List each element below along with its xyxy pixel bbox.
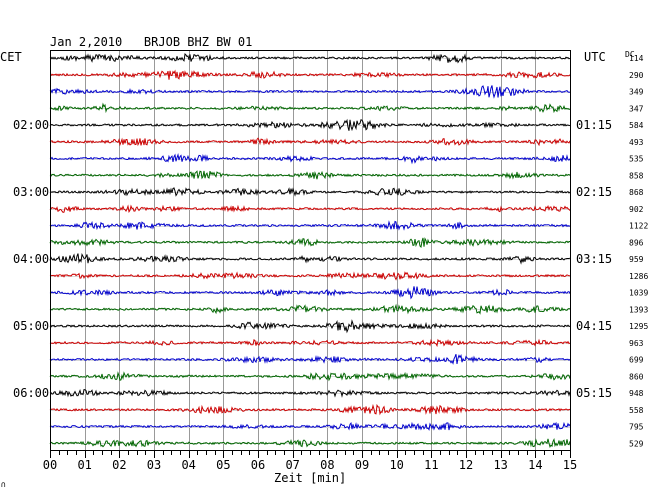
seismic-trace: [49, 252, 571, 265]
seismic-trace: [49, 153, 571, 165]
dc-offset-value: 1286: [629, 272, 648, 281]
cet-hour-label: 06:00: [13, 386, 49, 400]
x-tick-label: 08: [320, 458, 334, 472]
utc-time-label: 03:15: [576, 252, 612, 266]
x-tick-label: 12: [459, 458, 473, 472]
dc-offset-value: 347: [629, 104, 644, 113]
x-tick-label: 04: [181, 458, 195, 472]
x-axis: 00 01 02 03 04 05 06 07 08 09 10 11 12 13 14 15: [43, 450, 577, 472]
dc-offset-value: 959: [629, 255, 644, 264]
dc-offset-value: 349: [629, 88, 644, 97]
right-timezone-label: UTC: [584, 50, 606, 64]
dc-offset-value: 290: [629, 71, 644, 80]
dc-offset-value: 858: [629, 171, 644, 180]
x-tick-label: 01: [77, 458, 91, 472]
dc-offset-value: 896: [629, 238, 644, 247]
left-timezone-label: CET: [0, 50, 22, 64]
x-tick-label: 10: [389, 458, 403, 472]
utc-time-label: 05:15: [576, 386, 612, 400]
dc-offset-value: 902: [629, 205, 644, 214]
seismic-trace: [49, 338, 571, 348]
utc-time-label: 02:15: [576, 185, 612, 199]
dc-offset-value: 529: [629, 439, 644, 448]
seismic-trace: [49, 204, 571, 213]
x-tick-label: 15: [563, 458, 577, 472]
seismic-trace: [49, 371, 571, 382]
seismic-trace: [49, 137, 571, 147]
seismic-trace: [49, 170, 571, 180]
dc-offset-value: 535: [629, 155, 644, 164]
x-tick-label: 06: [251, 458, 265, 472]
seismic-trace: [49, 118, 571, 132]
x-axis-label: Zeit [min]: [274, 471, 346, 485]
utc-time-label: 04:15: [576, 319, 612, 333]
cet-hour-label: 03:00: [13, 185, 49, 199]
cet-hour-label: 02:00: [13, 118, 49, 132]
dc-offset-value: 868: [629, 188, 644, 197]
dc-offset-value: 1122: [629, 222, 648, 231]
dc-offset-value: 1393: [629, 305, 648, 314]
seismic-trace: [49, 303, 571, 315]
dc-offset-value: 114: [629, 54, 644, 63]
seismic-trace: [49, 353, 571, 365]
x-tick-label: 14: [528, 458, 542, 472]
seismic-trace: [49, 237, 570, 249]
seismic-trace: [49, 102, 571, 114]
seismic-trace: [49, 388, 571, 398]
x-tick-label: 05: [216, 458, 230, 472]
seismic-trace: [49, 286, 571, 300]
cet-hour-label: 04:00: [13, 252, 49, 266]
dc-offset-value: 558: [629, 406, 644, 415]
dc-offset-value: 1295: [629, 322, 648, 331]
x-tick-label: 02: [112, 458, 126, 472]
utc-time-label: 01:15: [576, 118, 612, 132]
x-tick-label: 13: [493, 458, 507, 472]
x-tick-label: 03: [147, 458, 161, 472]
x-tick-label: 09: [355, 458, 369, 472]
dc-offset-value: 1039: [629, 289, 648, 298]
x-tick-label: 11: [424, 458, 438, 472]
dc-offset-value: 795: [629, 423, 644, 432]
corner-mark: ∩: [1, 480, 6, 489]
dc-offset-value: 493: [629, 138, 644, 147]
dc-offset-header: DC: [625, 50, 635, 59]
dc-offset-value: 963: [629, 339, 644, 348]
seismic-trace: [49, 319, 571, 334]
dc-offset-value: 948: [629, 389, 644, 398]
cet-hour-label: 05:00: [13, 319, 49, 333]
seismic-trace: [49, 403, 571, 416]
seismic-trace: [49, 220, 571, 231]
seismic-trace: [49, 437, 571, 449]
traces: [49, 52, 571, 449]
seismic-trace: [49, 85, 571, 99]
seismic-trace: [49, 421, 571, 431]
dc-offset-value: 699: [629, 356, 644, 365]
seismic-trace: [49, 187, 571, 197]
labels: 02:00 03:00 04:00 05:00 06:00 01:15 02:15 03:15…: [13, 54, 648, 448]
x-tick-label: 00: [43, 458, 57, 472]
chart-title: Jan 2,2010 BRJOB BHZ BW 01: [50, 35, 252, 49]
dc-offset-value: 860: [629, 372, 644, 381]
seismic-trace: [49, 52, 571, 64]
seismic-trace: [50, 69, 571, 80]
x-tick-label: 07: [285, 458, 299, 472]
dc-offset-value: 584: [629, 121, 644, 130]
seismic-trace: [49, 271, 571, 281]
